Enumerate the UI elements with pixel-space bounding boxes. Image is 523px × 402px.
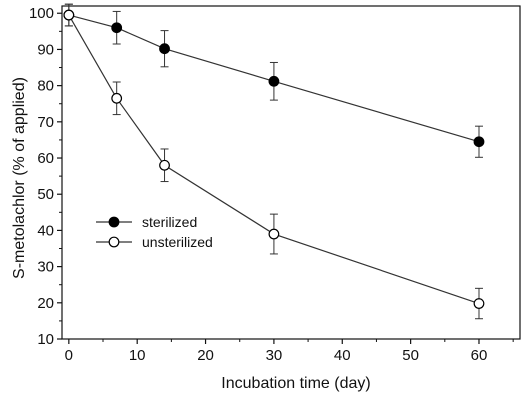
y-tick-label: 80 [37, 78, 54, 95]
x-tick-label: 60 [471, 347, 488, 364]
y-tick-label: 90 [37, 41, 54, 58]
data-point [473, 136, 485, 148]
data-point [111, 22, 123, 34]
x-tick-label: 40 [334, 347, 351, 364]
legend-label: unsterilized [142, 234, 213, 250]
y-tick-label: 30 [37, 259, 54, 276]
x-tick-label: 50 [402, 347, 419, 364]
series-unsterilized [63, 3, 485, 320]
x-tick-label: 30 [266, 347, 283, 364]
y-axis-title: S-metolachlor (% of applied) [11, 77, 28, 279]
data-point [268, 228, 280, 240]
x-tick-label: 10 [129, 347, 146, 364]
legend-label: sterilized [142, 214, 197, 230]
series-sterilized [63, 3, 485, 158]
y-tick-label: 100 [29, 5, 54, 22]
series-line-unsterilized [68, 14, 480, 305]
data-point [159, 43, 170, 55]
y-tick-label: 40 [37, 222, 54, 239]
y-tick-label: 20 [37, 295, 54, 312]
y-tick-label: 70 [37, 114, 54, 131]
x-axis-title: Incubation time (day) [221, 375, 370, 392]
data-point [63, 9, 75, 21]
plot-border [61, 5, 521, 340]
data-point [473, 298, 485, 309]
x-tick-label: 20 [197, 347, 214, 364]
legend-marker [108, 216, 120, 228]
legend-marker [108, 236, 120, 248]
data-point [268, 75, 280, 87]
plot-frame [61, 5, 521, 340]
data-point [111, 92, 123, 104]
series-layer [63, 3, 485, 320]
y-axis: 10 20 30 40 50 60 70 80 90 100 [29, 5, 62, 348]
data-point [159, 159, 170, 171]
y-tick-label: 10 [37, 331, 54, 348]
y-tick-label: 50 [37, 186, 54, 203]
x-tick-label: 0 [65, 347, 73, 364]
legend: sterilized unsterilized [96, 214, 213, 250]
x-axis: 0 10 20 30 40 50 60 [65, 339, 514, 364]
y-tick-label: 60 [37, 150, 54, 167]
